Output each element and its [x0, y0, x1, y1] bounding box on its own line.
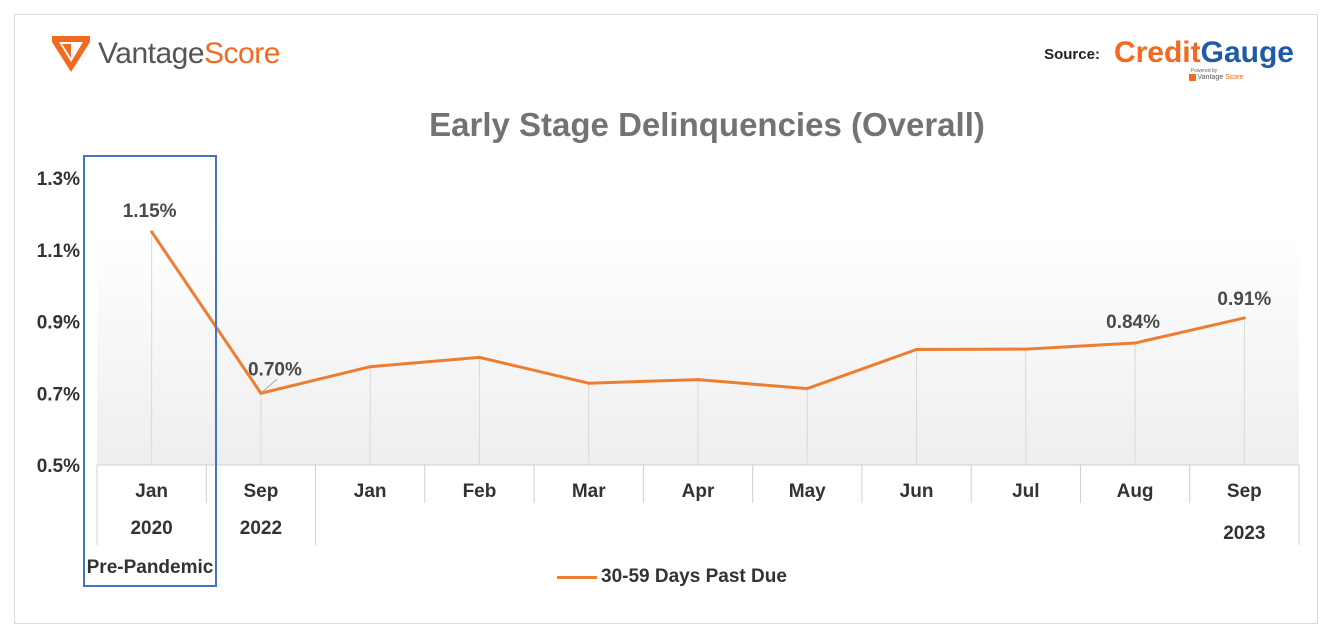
data-label: 0.91% [1217, 289, 1271, 310]
mini-vantagescore-mark-icon [1188, 74, 1196, 81]
powered-by-vantagescore: Vantage Score [1188, 74, 1243, 81]
x-category-label: Jan [354, 481, 387, 502]
data-point [1024, 347, 1028, 351]
y-tick-label: 1.1% [37, 241, 80, 262]
data-label: 1.15% [123, 201, 177, 222]
data-point [915, 347, 919, 351]
legend-label: 30-59 Days Past Due [601, 566, 787, 587]
powered-by-label: Powered by [1190, 68, 1218, 74]
data-point [477, 355, 481, 359]
chart-legend: 30-59 Days Past Due [557, 566, 787, 588]
x-category-label: Feb [463, 481, 497, 502]
data-point [805, 387, 809, 391]
data-point [587, 381, 591, 385]
chart-title: Early Stage Delinquencies (Overall) [429, 106, 985, 143]
creditgauge-wordmark: CreditGauge [1113, 36, 1294, 69]
pre-pandemic-highlight-box [83, 155, 217, 587]
x-group-label: 2023 [1223, 523, 1265, 544]
source-label: Source: [1044, 46, 1100, 63]
data-label: 0.70% [248, 359, 302, 380]
x-category-label: Jun [900, 481, 934, 502]
x-category-label: Apr [682, 481, 715, 502]
x-category-label: Aug [1117, 481, 1154, 502]
x-category-label: Mar [572, 481, 606, 502]
pre-pandemic-label: Pre-Pandemic [87, 557, 214, 578]
x-category-label: Jul [1012, 481, 1039, 502]
data-point [1133, 341, 1137, 345]
creditgauge-logo: CreditGauge Powered by Vantage Score [1114, 36, 1294, 81]
x-category-label: Sep [243, 481, 278, 502]
y-tick-label: 0.5% [37, 456, 80, 477]
vantagescore-wordmark: VantageScore [98, 37, 280, 70]
vantagescore-logo: VantageScore [52, 36, 280, 72]
data-point [259, 391, 263, 395]
data-label-leader [262, 378, 278, 392]
data-point [696, 378, 700, 382]
data-point [368, 365, 372, 369]
x-group-label: 2022 [240, 518, 282, 539]
data-point [1242, 316, 1246, 320]
vantagescore-mark-icon [52, 36, 90, 72]
source-block: Source: CreditGauge Powered by Vantage Sc… [1044, 36, 1294, 81]
y-tick-label: 1.3% [37, 169, 80, 190]
x-category-label: Jan [135, 481, 168, 502]
legend-swatch [557, 575, 597, 579]
x-category-label: May [789, 481, 826, 502]
data-label: 0.84% [1106, 312, 1160, 333]
x-category-label: Sep [1227, 481, 1262, 502]
data-point [150, 230, 154, 234]
x-group-label: 2020 [130, 518, 172, 539]
y-tick-label: 0.7% [37, 384, 80, 405]
y-tick-label: 0.9% [37, 313, 80, 334]
